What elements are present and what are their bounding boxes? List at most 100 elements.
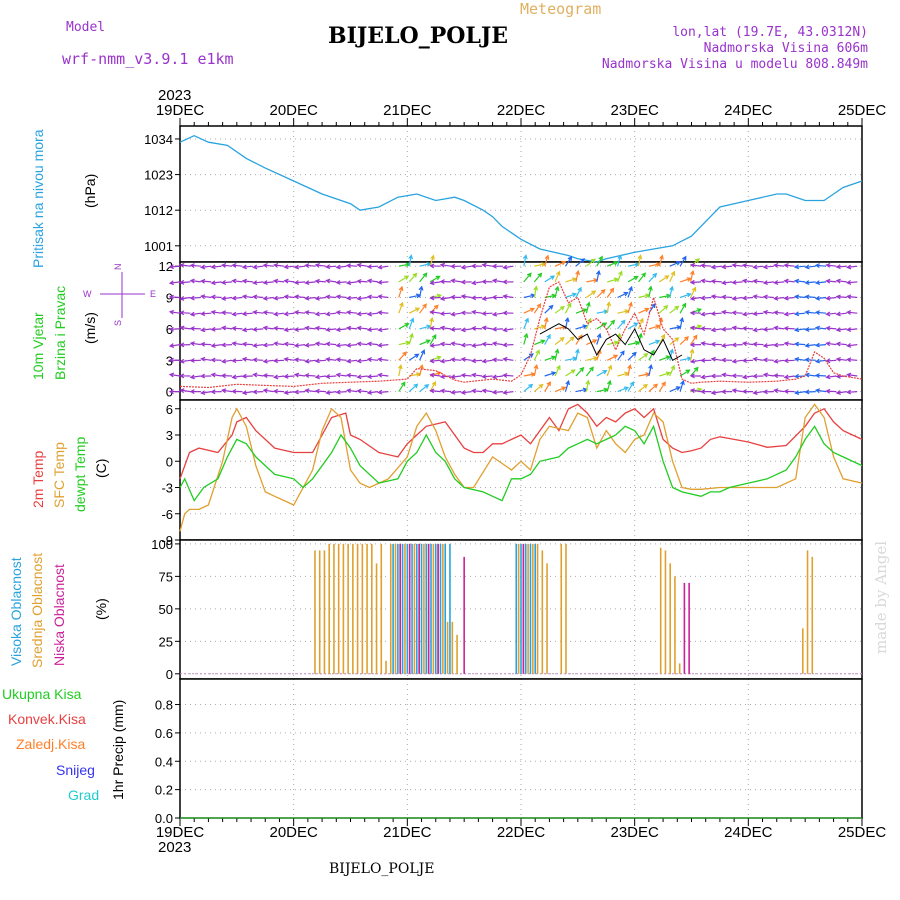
- wind-arrow: [544, 355, 557, 361]
- wind-arrow: [272, 325, 285, 331]
- wind-arrow: [814, 373, 827, 379]
- wind-arrow: [460, 372, 472, 378]
- wind-arrow: [846, 264, 858, 270]
- wind-arrow: [762, 343, 774, 348]
- wind-arrow: [783, 358, 795, 364]
- wind-arrow: [669, 305, 680, 314]
- wind-arrow: [377, 264, 389, 270]
- wind-arrow: [721, 264, 733, 270]
- wind-arrow: [585, 379, 591, 392]
- wind-arrow: [314, 278, 326, 284]
- wind-arrow: [179, 296, 191, 301]
- wind-arrow: [554, 260, 567, 267]
- wind-arrow: [679, 292, 692, 299]
- wind-arrow: [168, 357, 181, 363]
- wind-arrow: [283, 278, 295, 284]
- wind-arrow: [710, 294, 722, 300]
- wind-arrow: [179, 310, 191, 316]
- wind-arrow: [690, 366, 699, 377]
- wind-arrow: [273, 341, 285, 347]
- wind-arrow: [470, 372, 483, 378]
- bottom-time-tick-label: 21DEC: [383, 824, 432, 841]
- wind-arrow: [762, 309, 774, 315]
- wind-arrow: [522, 254, 528, 267]
- wind-arrow: [356, 278, 368, 284]
- wind-arrow: [595, 269, 601, 283]
- wind-arrow: [491, 389, 504, 395]
- wind-arrow: [179, 262, 191, 268]
- wind-arrow: [262, 310, 274, 316]
- wind-arrow: [366, 294, 379, 300]
- wind-arrow: [741, 374, 754, 380]
- wind-arrow: [637, 254, 643, 267]
- wind-arrow: [731, 325, 743, 331]
- wind-arrow: [429, 254, 435, 267]
- wind-arrow: [773, 310, 785, 316]
- wind-arrow: [554, 364, 561, 377]
- wind-arrow: [835, 294, 847, 300]
- wind-arrow: [262, 342, 274, 348]
- wind-arrow: [586, 356, 599, 361]
- wind-arrow: [304, 263, 316, 268]
- wind-arrow: [241, 327, 253, 333]
- wind-arrow: [720, 389, 733, 395]
- wind-arrow: [794, 390, 806, 396]
- wind-arrow: [721, 280, 733, 286]
- wind-arrow: [564, 379, 570, 392]
- wind-arrow: [366, 311, 379, 317]
- wind-arrow: [731, 358, 743, 364]
- wind-arrow: [304, 388, 316, 394]
- temp-ytick-label: 0: [166, 454, 173, 469]
- wind-arrow: [419, 349, 426, 361]
- wind-arrow: [544, 254, 550, 267]
- wind-arrow: [554, 305, 565, 314]
- wind-arrow: [491, 374, 504, 380]
- wind-arrow: [439, 262, 451, 268]
- wind-arrow: [366, 278, 379, 284]
- wind-arrow: [762, 326, 774, 332]
- wind-arrow: [554, 348, 560, 361]
- wind-arrow: [846, 372, 858, 378]
- wind-arrow: [544, 275, 556, 283]
- wind-arrow: [814, 263, 827, 269]
- wind-arrow: [439, 311, 451, 317]
- wind-arrow: [544, 381, 551, 392]
- wind-arrow: [502, 342, 514, 348]
- wind-arrow: [638, 307, 650, 314]
- wind-arrow: [377, 310, 389, 316]
- wind-arrow: [450, 311, 462, 317]
- wind-arrow: [293, 327, 306, 332]
- wind-arrow: [470, 388, 483, 394]
- wind-arrow: [491, 326, 504, 332]
- wind-arrow: [689, 325, 702, 331]
- wind-arrow: [200, 390, 212, 396]
- wind-arrow: [210, 343, 222, 348]
- wind-arrow: [533, 272, 543, 283]
- wind-arrow: [793, 327, 806, 333]
- wind-arrow: [575, 286, 582, 298]
- bottom-time-tick-label: 20DEC: [269, 824, 318, 841]
- top-time-tick-label: 19DEC: [156, 102, 205, 119]
- wind-arrow: [314, 262, 326, 268]
- wind-arrow: [814, 310, 827, 315]
- wind-arrow: [377, 372, 389, 378]
- wind-arrow: [814, 280, 827, 286]
- wind-arrow: [345, 342, 358, 348]
- wind-arrow: [231, 311, 243, 317]
- wind-arrow: [179, 279, 191, 285]
- temp-ytick-label: 6: [166, 402, 173, 417]
- wind-arrow: [502, 264, 514, 270]
- wind-arrow: [721, 294, 733, 300]
- wind-arrow: [335, 389, 347, 395]
- wind-arrow: [491, 263, 504, 269]
- wind-arrow: [825, 388, 837, 394]
- wind-arrow: [429, 280, 441, 286]
- wind-arrow: [762, 357, 774, 363]
- wind-arrow: [731, 373, 743, 379]
- wind-arrow: [679, 302, 687, 314]
- wind-arrow: [325, 357, 337, 362]
- wind-arrow: [617, 291, 629, 299]
- wind-arrow: [252, 343, 264, 348]
- wind-arrow: [741, 389, 754, 394]
- wind-arrow: [669, 337, 680, 346]
